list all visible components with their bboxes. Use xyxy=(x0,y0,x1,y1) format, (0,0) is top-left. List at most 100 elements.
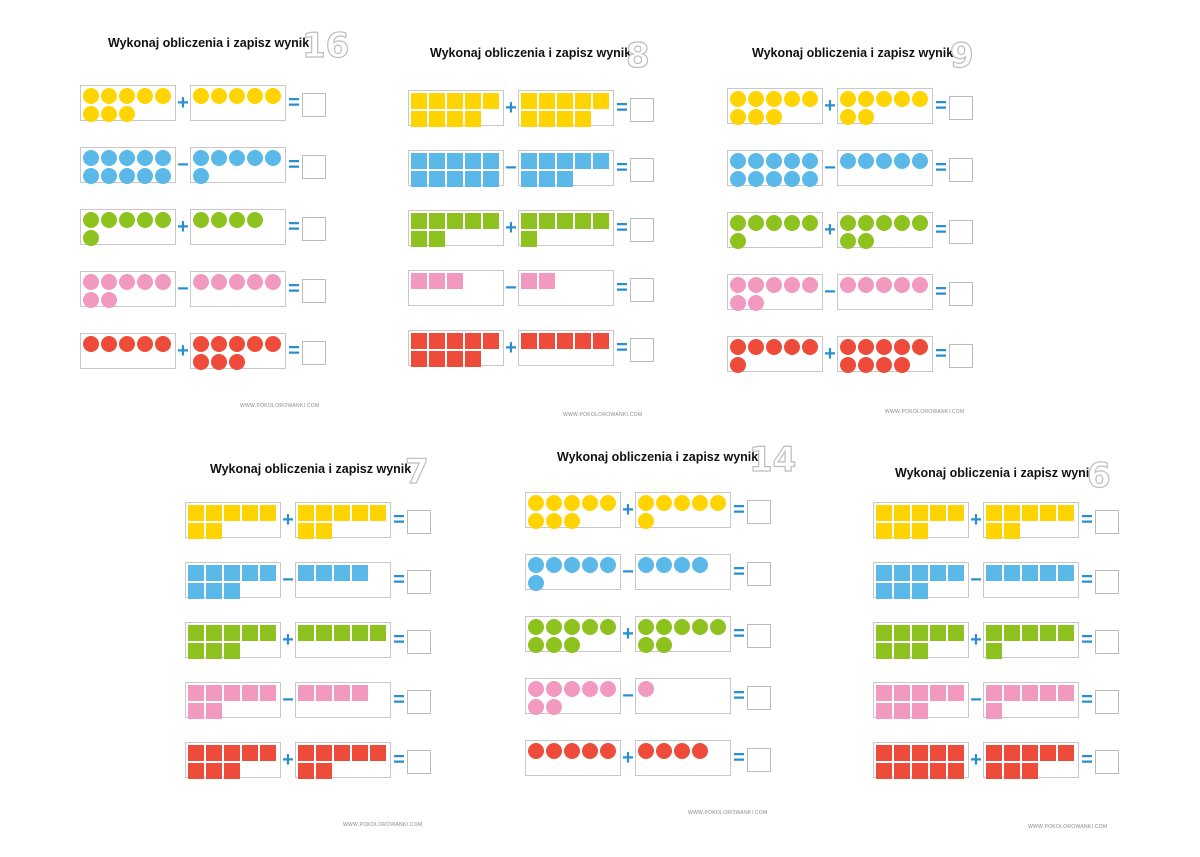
answer-box[interactable] xyxy=(747,562,771,586)
answer-box[interactable] xyxy=(747,624,771,648)
counter-square xyxy=(188,523,204,539)
answer-box[interactable] xyxy=(949,282,973,306)
answer-box[interactable] xyxy=(630,278,654,302)
answer-box[interactable] xyxy=(407,690,431,714)
answer-box[interactable] xyxy=(302,155,326,179)
counter-square xyxy=(334,685,350,701)
equation-row: − = xyxy=(727,150,997,190)
worksheet-title: Wykonaj obliczenia i zapisz wynik xyxy=(108,36,310,50)
counter-square xyxy=(894,763,910,779)
answer-box[interactable] xyxy=(1095,630,1119,654)
equation-row: + = xyxy=(727,88,997,128)
counter-group-left xyxy=(411,333,501,367)
counter-square xyxy=(894,745,910,761)
counter-square xyxy=(912,643,928,659)
counter-dot xyxy=(730,357,746,373)
operand-box-left xyxy=(80,85,176,122)
counter-square xyxy=(521,171,537,187)
counter-square xyxy=(930,745,946,761)
counter-dot xyxy=(582,495,598,511)
answer-box[interactable] xyxy=(630,158,654,182)
answer-box[interactable] xyxy=(949,158,973,182)
equals-sign: = xyxy=(288,216,300,238)
counter-square xyxy=(411,93,427,109)
answer-box[interactable] xyxy=(747,500,771,524)
counter-dot xyxy=(247,212,263,228)
answer-box[interactable] xyxy=(1095,690,1119,714)
counter-group-right xyxy=(298,505,388,539)
counter-square xyxy=(334,505,350,521)
counter-dot xyxy=(802,277,818,293)
equation-row: + = xyxy=(185,502,455,542)
answer-box[interactable] xyxy=(302,341,326,365)
counter-dot xyxy=(766,215,782,231)
counter-group-left xyxy=(188,685,278,719)
answer-box[interactable] xyxy=(302,217,326,241)
answer-box[interactable] xyxy=(1095,570,1119,594)
counter-square xyxy=(316,523,332,539)
counter-dot xyxy=(119,274,135,290)
counter-square xyxy=(447,111,463,127)
counter-dot xyxy=(674,619,690,635)
answer-box[interactable] xyxy=(407,570,431,594)
answer-box[interactable] xyxy=(949,220,973,244)
answer-box[interactable] xyxy=(747,748,771,772)
counter-square xyxy=(539,273,555,289)
answer-box[interactable] xyxy=(949,344,973,368)
counter-group-right xyxy=(638,619,728,653)
counter-dot xyxy=(155,336,171,352)
counter-dot xyxy=(546,681,562,697)
answer-box[interactable] xyxy=(747,686,771,710)
counter-dot xyxy=(83,212,99,228)
equals-sign: = xyxy=(733,747,745,769)
operand-box-left xyxy=(80,333,176,369)
answer-box[interactable] xyxy=(630,338,654,362)
plus-sign: + xyxy=(970,749,982,771)
worksheet-header: Wykonaj obliczenia i zapisz wynik 16 xyxy=(80,25,380,68)
counter-square xyxy=(206,745,222,761)
counter-square xyxy=(298,565,314,581)
counter-group-right xyxy=(298,625,388,641)
answer-box[interactable] xyxy=(630,218,654,242)
worksheet-number: 9 xyxy=(949,35,974,76)
answer-box[interactable] xyxy=(302,279,326,303)
counter-square xyxy=(429,333,445,349)
answer-box[interactable] xyxy=(407,630,431,654)
counter-dot xyxy=(101,88,117,104)
minus-sign: − xyxy=(282,569,294,591)
answer-box[interactable] xyxy=(302,93,326,117)
plus-sign: + xyxy=(970,629,982,651)
counter-dot xyxy=(83,230,99,246)
counter-dot xyxy=(894,215,910,231)
footer-url: WWW.POKOLOROWANKI.COM xyxy=(343,822,423,828)
operand-box-left xyxy=(80,271,176,308)
operand-box-right xyxy=(983,742,1079,779)
counter-dot xyxy=(730,109,746,125)
operand-box-right xyxy=(190,85,286,121)
counter-group-left xyxy=(730,153,820,187)
equation-row: + = xyxy=(408,210,678,250)
counter-square xyxy=(894,523,910,539)
operand-box-right xyxy=(295,502,391,539)
operand-box-left xyxy=(185,562,281,599)
answer-box[interactable] xyxy=(1095,750,1119,774)
counter-group-left xyxy=(528,495,618,529)
counter-square xyxy=(429,351,445,367)
answer-box[interactable] xyxy=(1095,510,1119,534)
answer-box[interactable] xyxy=(949,96,973,120)
counter-square xyxy=(224,583,240,599)
counter-square xyxy=(352,685,368,701)
answer-box[interactable] xyxy=(407,750,431,774)
counter-dot xyxy=(582,743,598,759)
answer-box[interactable] xyxy=(407,510,431,534)
footer-url: WWW.POKOLOROWANKI.COM xyxy=(563,412,643,418)
answer-box[interactable] xyxy=(630,98,654,122)
counter-dot xyxy=(784,339,800,355)
counter-dot xyxy=(229,212,245,228)
equation-row: + = xyxy=(185,742,455,782)
counter-dot xyxy=(101,150,117,166)
counter-dot xyxy=(528,619,544,635)
worksheet-title: Wykonaj obliczenia i zapisz wynik xyxy=(210,462,412,476)
counter-square xyxy=(557,153,573,169)
equation-row: + = xyxy=(525,740,795,780)
